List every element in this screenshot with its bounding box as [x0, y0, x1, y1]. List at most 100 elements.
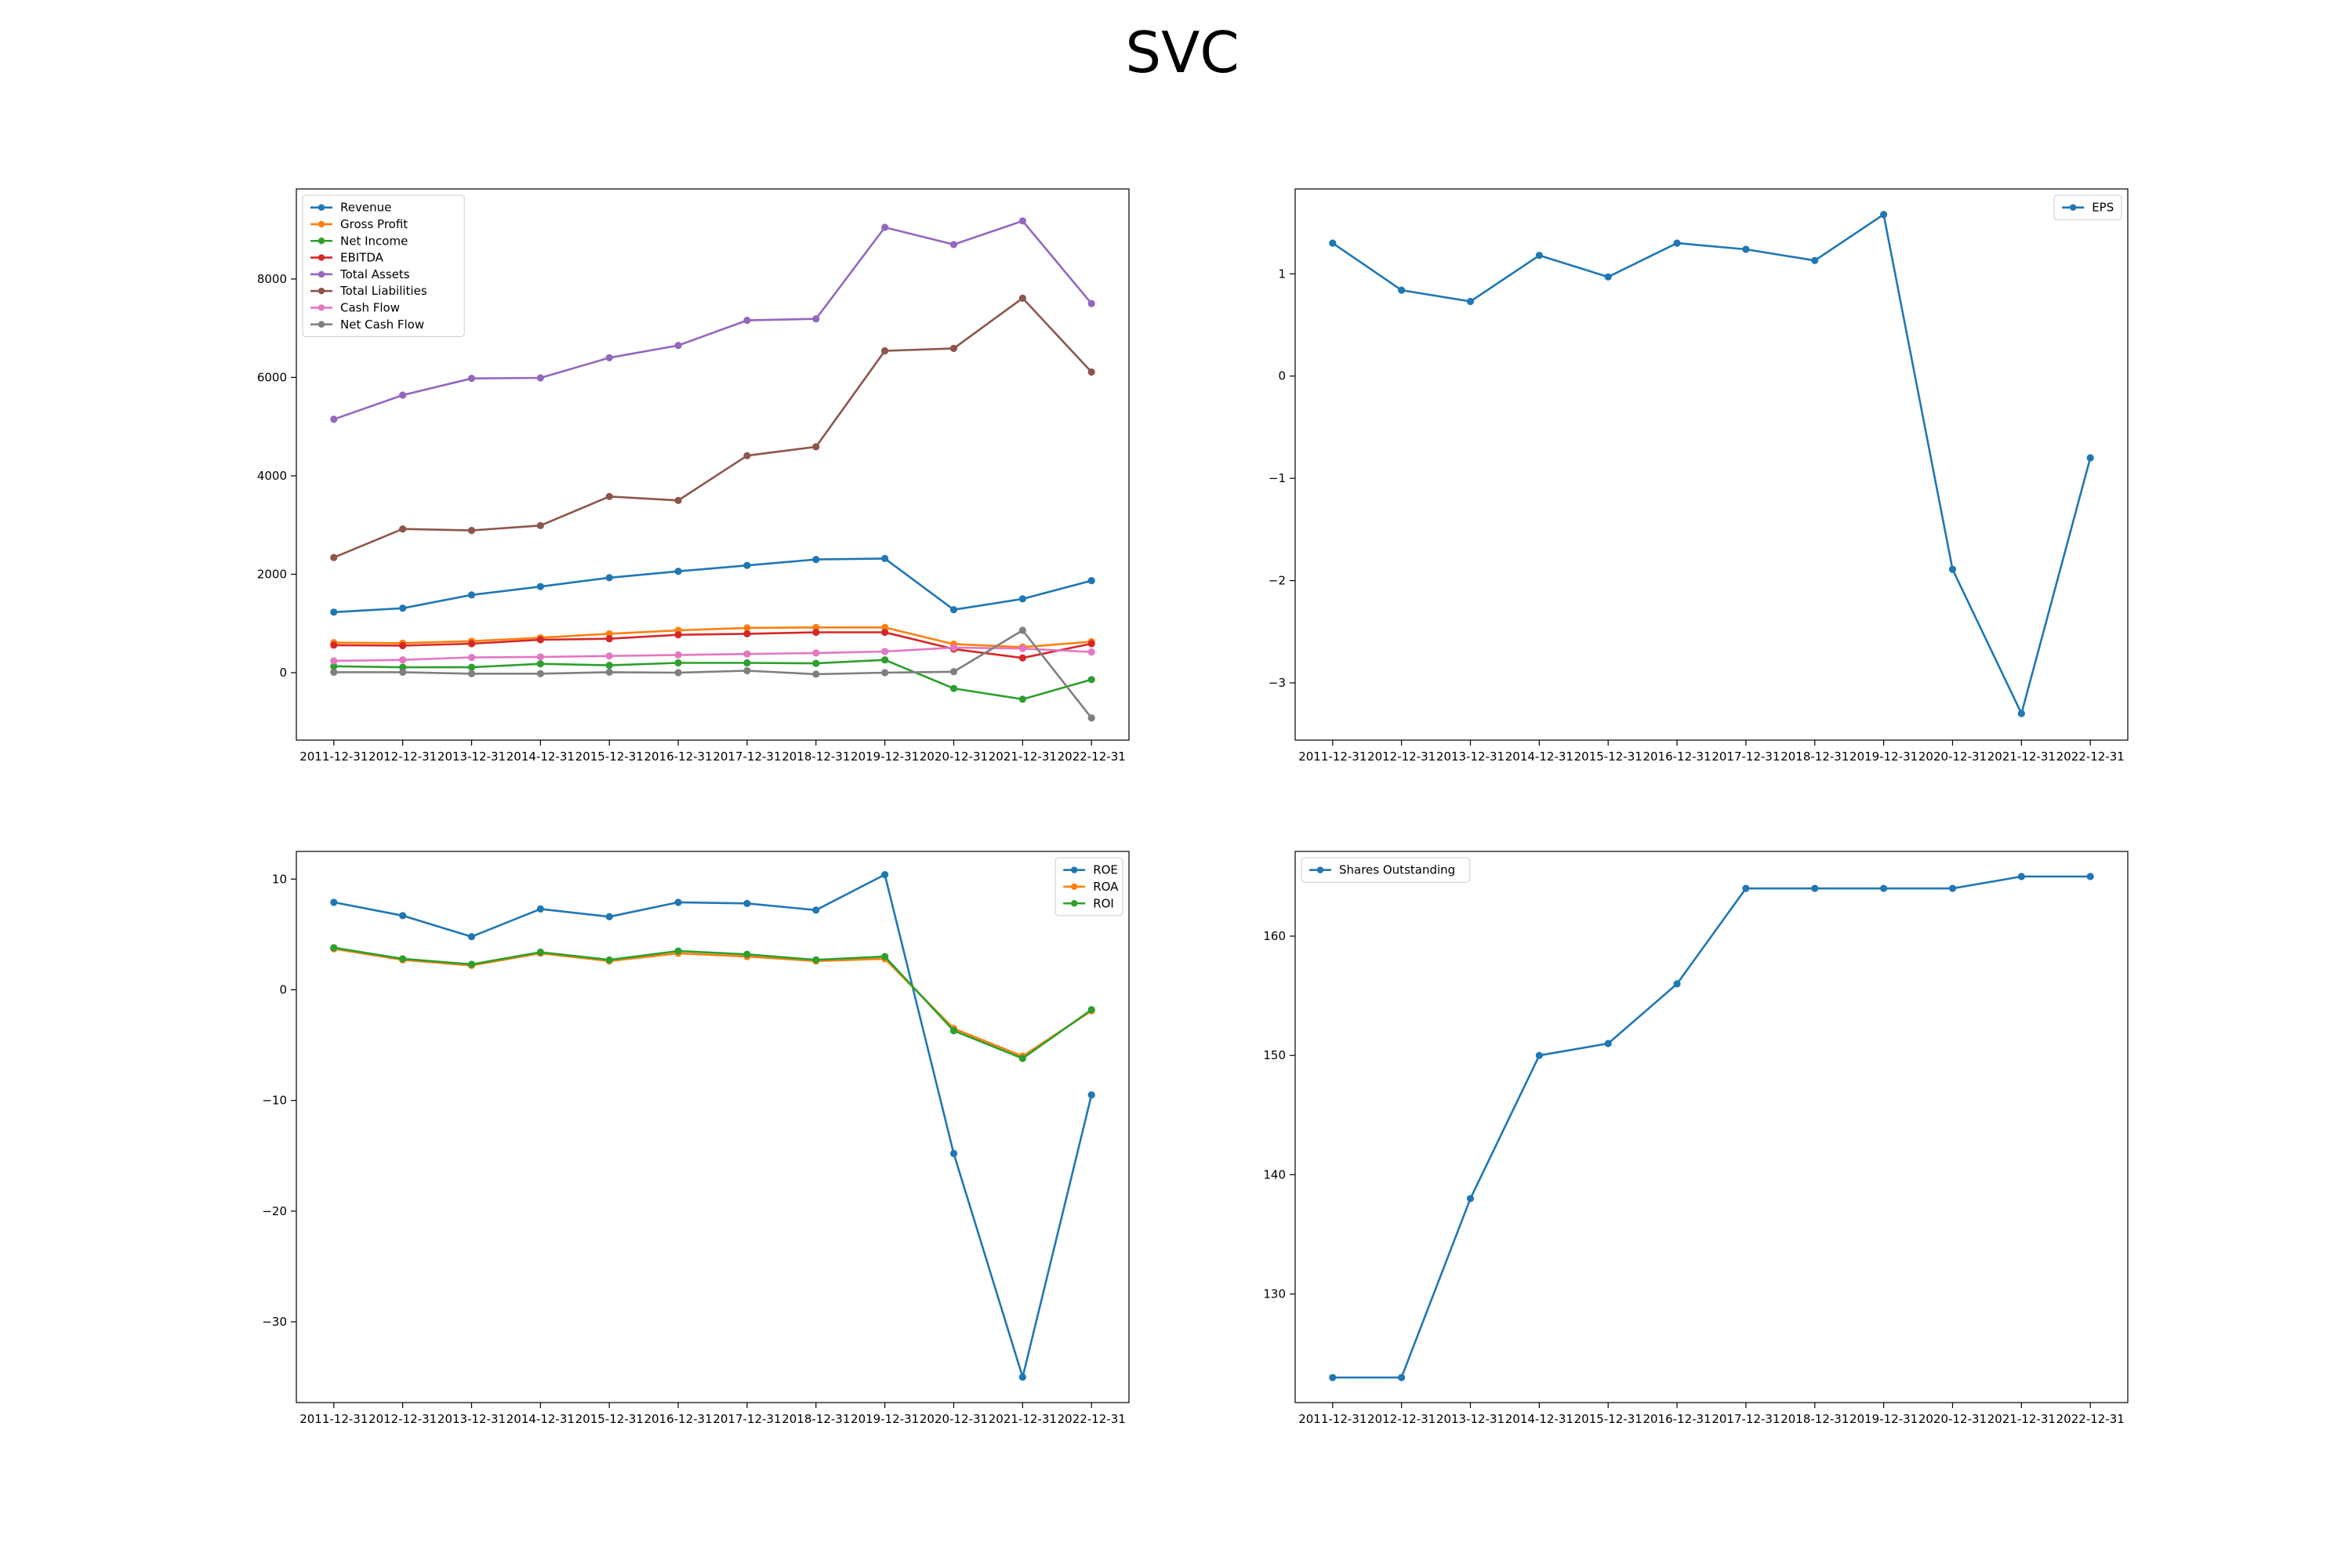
series-roe: [330, 871, 1095, 1381]
data-point: [1087, 577, 1095, 585]
x-tick-label: 2011-12-31: [299, 750, 368, 764]
series-line: [333, 646, 1092, 662]
data-point: [1087, 714, 1095, 722]
x-tick-label: 2017-12-31: [713, 750, 781, 764]
series-ebitda: [330, 628, 1095, 662]
data-point: [881, 953, 889, 960]
data-point: [1535, 252, 1543, 260]
data-point: [1398, 286, 1406, 294]
series-line: [333, 947, 1092, 1058]
data-point: [881, 648, 889, 655]
x-tick-label: 2019-12-31: [851, 1412, 919, 1426]
data-point: [330, 944, 338, 952]
data-point: [399, 955, 407, 963]
data-point: [1604, 1040, 1612, 1047]
data-point: [1087, 640, 1095, 648]
data-point: [536, 905, 544, 913]
series-line: [333, 631, 1092, 659]
legend-marker: [318, 304, 325, 311]
data-point: [1811, 884, 1819, 892]
series-line: [333, 220, 1093, 421]
data-point: [605, 574, 613, 582]
data-point: [605, 492, 613, 500]
series-net-income: [330, 656, 1095, 703]
data-point: [674, 947, 682, 955]
series-revenue: [330, 554, 1095, 616]
data-point: [1948, 565, 1957, 573]
data-point: [1742, 884, 1750, 892]
data-point: [743, 666, 751, 675]
y-tick-label: 0: [1278, 369, 1286, 383]
data-point: [743, 452, 751, 459]
x-tick-label: 2021-12-31: [989, 750, 1057, 764]
legend-entry: Total Liabilities: [310, 284, 427, 298]
y-tick-label: 2000: [257, 567, 287, 581]
legend-marker: [318, 287, 325, 295]
data-point: [605, 668, 613, 676]
legend: EPS: [2053, 194, 2122, 220]
data-point: [1742, 245, 1750, 253]
data-point: [812, 556, 820, 564]
y-tick-label: 1: [1278, 267, 1286, 281]
chart-panels: 2011-12-31 2012-12-31 2013-12-31 2014-12-31…: [257, 188, 2129, 1426]
data-point: [1018, 626, 1026, 634]
data-point: [1604, 273, 1612, 281]
x-tick-label: 2017-12-31: [713, 1412, 781, 1426]
series-gross-profit: [330, 623, 1095, 651]
data-point: [1018, 217, 1026, 225]
data-point: [1018, 644, 1026, 652]
data-point: [399, 604, 407, 612]
legend-entry: ROA: [1063, 880, 1119, 894]
data-point: [399, 656, 407, 664]
data-point: [743, 630, 751, 638]
data-point: [881, 347, 889, 355]
data-point: [399, 525, 407, 533]
data-point: [330, 641, 338, 649]
x-tick-label: 2015-12-31: [575, 1412, 644, 1426]
x-tick-label: 2020-12-31: [920, 1412, 988, 1426]
legend-marker: [1071, 900, 1078, 907]
x-tick-label: 2019-12-31: [851, 750, 919, 764]
legend-marker: [318, 321, 325, 328]
data-point: [949, 1027, 958, 1035]
legend-label: ROA: [1093, 880, 1119, 894]
data-point: [536, 948, 544, 956]
data-point: [1535, 1051, 1543, 1059]
legend-marker: [318, 220, 325, 228]
legend-label: Net Income: [340, 234, 408, 248]
legend-marker: [1071, 866, 1078, 873]
data-point: [330, 662, 338, 670]
legend-label: Gross Profit: [340, 217, 408, 231]
data-point: [467, 375, 476, 383]
data-point: [881, 669, 889, 677]
legend-entry: EPS: [2062, 201, 2114, 215]
returns-chart: 2011-12-31 2012-12-31 2013-12-31 2014-12-31…: [262, 851, 1130, 1426]
data-point: [536, 653, 544, 661]
data-point: [674, 631, 682, 639]
legend-label: Net Cash Flow: [340, 318, 424, 332]
data-point: [812, 956, 820, 964]
x-tick-label: 2012-12-31: [368, 750, 437, 764]
x-tick-label: 2015-12-31: [1574, 750, 1642, 764]
data-point: [949, 606, 958, 614]
data-point: [812, 670, 820, 678]
x-tick-label: 2020-12-31: [1918, 750, 1987, 764]
data-point: [1087, 299, 1095, 307]
series-shares-outstanding: [1329, 873, 2094, 1381]
legend-entry: Net Income: [310, 234, 408, 248]
series-eps: [1329, 211, 2094, 717]
data-point: [467, 933, 476, 941]
data-point: [743, 899, 751, 907]
y-tick-label: −2: [1269, 574, 1286, 588]
legend-label: Cash Flow: [340, 300, 400, 314]
plot-frame: [296, 188, 1130, 741]
legend-label: Total Assets: [339, 267, 410, 281]
data-point: [536, 636, 544, 644]
data-point: [467, 591, 476, 599]
series-line: [333, 659, 1092, 701]
x-tick-label: 2020-12-31: [920, 750, 988, 764]
legend-marker: [2070, 204, 2077, 211]
data-point: [1018, 654, 1026, 662]
data-point: [330, 657, 338, 665]
x-tick-label: 2022-12-31: [1058, 1412, 1126, 1426]
